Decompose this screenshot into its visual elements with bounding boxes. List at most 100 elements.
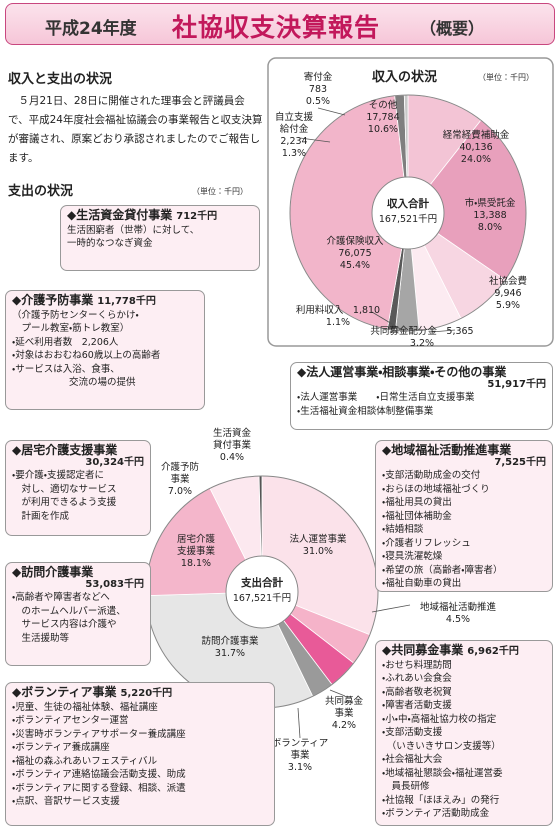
box-line: ・高齢者敬老祝賀 (382, 686, 452, 698)
slice-name: その他 (368, 100, 398, 111)
box-line: ・地域福祉懇談会・福祉運営委 (382, 767, 503, 779)
slice-name: 居宅介護 支援事業 (176, 534, 215, 557)
box-amount: 6,962千円 (467, 646, 519, 657)
box-amount: 5,220千円 (120, 688, 173, 699)
box-title-row: ◆訪問介護事業 53,083千円 (12, 565, 144, 591)
income-label: 介護保険収入 76,075 45.4% (295, 236, 415, 272)
leader-line (299, 137, 331, 143)
box-title: ◆介護予防事業 (12, 293, 94, 307)
pie-center-text: 支出合計 167,521千円 (217, 576, 307, 606)
expense-unit: （単位：千円） (192, 187, 248, 196)
slice-percent: 3.1% (287, 762, 313, 773)
center-total: 167,521千円 (232, 593, 292, 604)
box-line: ・福祉用具の貸出 (382, 497, 452, 508)
box-title-row: ◆居宅介護支援事業 30,324千円 (12, 443, 144, 469)
expense-pie (145, 475, 379, 709)
box-line: ・延べ利用者数 2,206人 (12, 336, 119, 348)
slice-percent: 0.4% (219, 452, 245, 463)
box-amount: 11,778千円 (97, 296, 156, 307)
box-title: ◆地域福祉活動推進事業 (382, 443, 512, 457)
expense-box: ◆法人運営事業・相談事業・その他の事業 51,917千円 ・法人運営事業 ・日常生活… (290, 362, 553, 430)
box-line: ・福祉の森ふれあいフェスティバル (12, 755, 158, 767)
header-suffix: （概要） (420, 19, 485, 38)
income-label: 寄付金 783 0.5% (258, 72, 378, 108)
pie-center (371, 176, 445, 250)
box-line: サービス内容は介護や (12, 619, 117, 630)
slice-name: 生活資金 貸付事業 (212, 428, 251, 451)
intro-heading: 収入と支出の状況 (8, 72, 113, 87)
expense-box: ◆生活資金貸付事業 712千円 生活困窮者（世帯）に対して、 一時的なつなぎ資金 (60, 205, 260, 271)
slice-percent: 10.6% (367, 124, 399, 135)
slice-value: 17,784 (366, 112, 400, 123)
box-line: ・希望の旅（高齢者・障害者） (382, 564, 503, 576)
box-line: ・ボランティアに関する登録、相談、派遣 (12, 782, 186, 794)
box-line: ・要介護・支援認定者に (12, 470, 104, 481)
slice-name: 地域福祉活動推進 (419, 602, 496, 613)
box-line: プール教室・筋トレ教室） (12, 323, 130, 334)
slice-percent: 8.0% (477, 222, 503, 233)
slice-value: 2,234 (280, 136, 308, 147)
income-pie (289, 94, 527, 332)
slice-percent: 0.5% (305, 96, 331, 107)
box-line: ・ボランティアセンター運営 (12, 715, 129, 726)
box-line: ・児童、生徒の福祉体験、福祉講座 (12, 701, 158, 713)
box-line: 生活困窮者（世帯）に対して、 (67, 224, 200, 236)
box-line: （介護予防センターくらかけ・ (12, 309, 139, 321)
expense-box: ◆ボランティア事業 5,220千円 ・児童、生徒の福祉体験、福祉講座 ・ボランティアセ… (5, 682, 275, 826)
expense-box: ◆地域福祉活動推進事業 7,525千円 ・支部活動助成金の交付 ・おらほの地域福祉づく… (375, 440, 553, 592)
center-label: 収入合計 (387, 198, 429, 210)
box-line: ・法人運営事業 ・日常生活自立支援事業 (297, 392, 475, 403)
expense-label: 生活資金 貸付事業 0.4% (172, 428, 292, 464)
box-line: ・ボランティア活動助成金 (382, 808, 490, 819)
intro-text: ５月21日、28日に開催された理事会と評議員会で、平成24年度社会福祉協議会の事… (8, 95, 263, 164)
box-line: ・サービスは入浴、食事、 (12, 363, 120, 375)
slice-value: 13,388 (473, 210, 507, 221)
income-label: その他 17,784 10.6% (323, 100, 443, 136)
leader-line (297, 707, 301, 739)
box-title: ◆法人運営事業・相談事業・その他の事業 (297, 365, 507, 379)
center-total: 167,521千円 (378, 214, 438, 225)
box-line: ・結婚相談 (382, 524, 424, 535)
box-line: 計画を作成 (12, 510, 70, 522)
box-title: ◆生活資金貸付事業 (67, 208, 173, 222)
box-line: ・ふれあい会食会 (382, 673, 452, 684)
expense-title: 支出の状況 (8, 184, 74, 199)
box-line: 対し、適切なサービス (12, 483, 117, 495)
header-year: 平成24年度 (45, 19, 137, 39)
box-line: 生活援助等 (12, 632, 70, 644)
slice-name: 自立支援 給付金 (274, 112, 313, 135)
slice-percent: 31.7% (214, 648, 246, 659)
box-line: ・社会福祉大会 (382, 754, 443, 765)
box-line: ・福祉団体補助金 (382, 510, 452, 522)
box-line: が利用できるよう支援 (12, 497, 117, 508)
expense-label: 共同募金 事業 4.2% (284, 696, 404, 732)
income-title: 収入の状況 (372, 70, 438, 85)
leader-line (371, 604, 411, 613)
slice-percent: 4.5% (445, 614, 471, 625)
slice-name: 共同募金 事業 (324, 696, 363, 719)
box-line: 交流の場の提供 (12, 377, 136, 388)
slice-percent: 31.0% (302, 546, 334, 557)
slice-name: 法人運営事業 (289, 534, 347, 545)
box-line: ・介護者リフレッシュ (382, 537, 471, 549)
box-title: ◆共同募金事業 (382, 643, 464, 657)
slice-name: 介護予防 事業 (160, 462, 199, 485)
box-line: ・小・中・高福祉協力校の指定 (382, 713, 497, 725)
slice-value: 1,810 (352, 305, 381, 316)
slice-percent: 3.2% (409, 338, 435, 349)
expense-label: 居宅介護 支援事業 18.1% (136, 534, 256, 570)
box-amount: 30,324千円 (85, 456, 144, 468)
slice-name: ボランティア 事業 (271, 738, 329, 761)
box-line: ・災害時ボランティアサポーター養成講座 (12, 728, 186, 740)
slice-value: 783 (308, 84, 328, 95)
center-label: 支出合計 (241, 577, 283, 589)
leader-line (431, 329, 456, 333)
box-title: ◆訪問介護事業 (12, 565, 94, 579)
header-title: 社協収支決算報告 (172, 13, 381, 42)
slice-name: 利用料収入 (295, 305, 344, 316)
expense-label: 介護予防 事業 7.0% (120, 462, 240, 498)
leader-line (329, 689, 346, 697)
slice-value: 9,946 (494, 288, 522, 299)
box-line: ・福祉自動車の貸出 (382, 578, 462, 589)
